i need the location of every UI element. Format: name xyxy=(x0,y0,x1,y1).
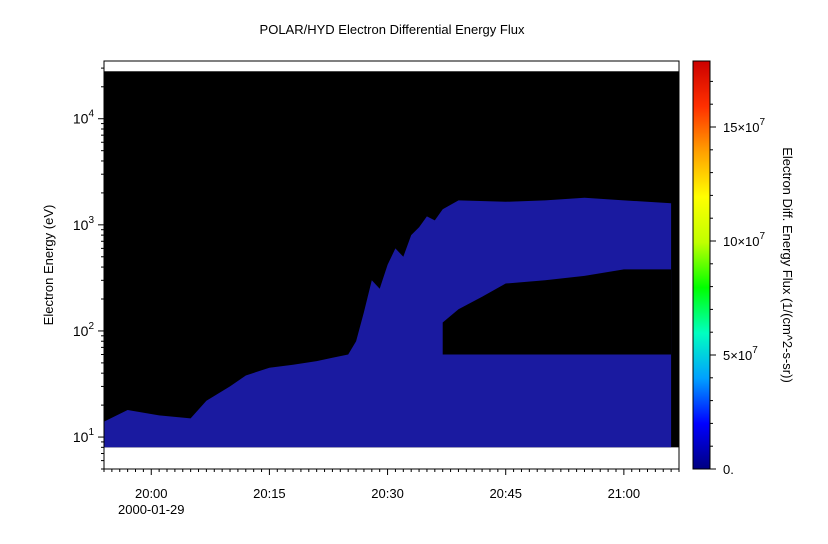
colorbar-axis: 0. 5×107 10×107 15×107 xyxy=(710,80,766,477)
x-tick-label: 20:30 xyxy=(371,486,404,501)
chart-title: POLAR/HYD Electron Differential Energy F… xyxy=(260,22,525,37)
x-tick-label: 20:00 xyxy=(135,486,168,501)
flux-regions xyxy=(104,197,672,448)
y-tick-label: 101 xyxy=(73,427,95,445)
y-tick-label: 103 xyxy=(73,215,95,233)
x-tick-label: 20:15 xyxy=(253,486,286,501)
y-tick-label: 102 xyxy=(73,321,95,339)
colorbar-label: Electron Diff. Energy Flux (1/(cm^2-s-sr… xyxy=(780,147,795,383)
colorbar-tick-label: 0. xyxy=(723,462,734,477)
x-tick-label: 21:00 xyxy=(608,486,641,501)
colorbar-tick-label: 10×107 xyxy=(723,231,766,249)
colorbar xyxy=(692,60,711,470)
flux-region-1 xyxy=(442,269,672,355)
y-tick-label: 104 xyxy=(73,109,95,127)
colorbar-tick-label: 5×107 xyxy=(723,345,758,363)
colorbar-tick-label: 15×107 xyxy=(723,117,766,135)
plot-area xyxy=(104,61,679,469)
flux-region-0 xyxy=(104,197,672,448)
x-tick-label: 20:45 xyxy=(489,486,522,501)
x-tick-sublabel: 2000-01-29 xyxy=(118,502,185,517)
y-axis-label: Electron Energy (eV) xyxy=(41,205,56,326)
y-axis: 101 102 103 104 xyxy=(73,67,104,470)
plot-frame xyxy=(103,60,680,470)
